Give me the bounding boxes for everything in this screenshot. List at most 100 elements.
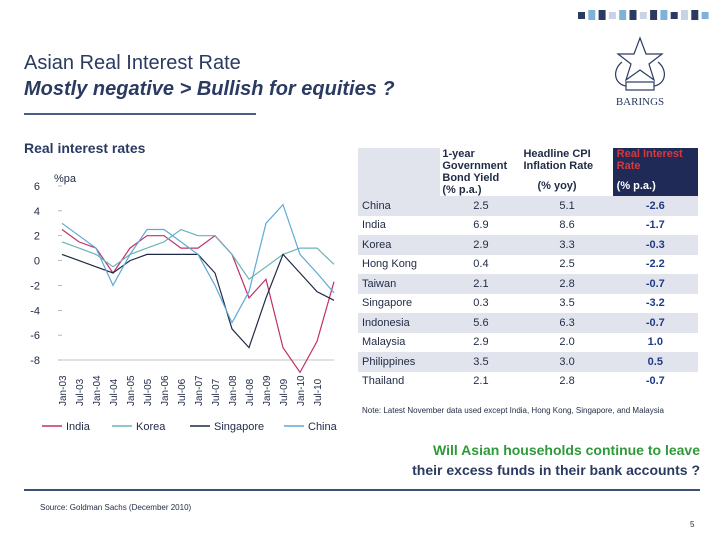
chart-legend: India Korea Singapore China: [42, 421, 338, 433]
bond-yield-cell: 2.1: [440, 274, 522, 294]
y-tick-label: 2: [34, 231, 40, 243]
table-row: Hong Kong 0.4 2.5 -2.2: [358, 255, 698, 275]
table-row: Singapore 0.3 3.5 -3.2: [358, 294, 698, 314]
bond-yield-cell: 6.9: [473, 219, 489, 232]
bond-yield-cell: 2.5: [440, 196, 522, 216]
decorative-square: [670, 12, 678, 19]
series-lines: [61, 203, 335, 374]
x-tick-label: Jan-06: [160, 375, 171, 406]
cpi-cell: 8.6: [559, 219, 575, 232]
decorative-square: [660, 10, 668, 20]
question-line-2: their excess funds in their bank account…: [412, 462, 700, 478]
series-line-singapore: [61, 253, 335, 349]
table-row: Taiwan 2.1 2.8 -0.7: [358, 274, 698, 294]
real-rate-cell: 0.5: [612, 352, 698, 372]
table-row: India 6.9 8.6 -1.7: [358, 216, 698, 236]
y-tick-label: 6: [34, 181, 40, 193]
x-tick-label: Jan-05: [126, 375, 137, 406]
x-tick-label: Jul-09: [279, 378, 290, 406]
x-tick-label: Jul-04: [109, 378, 120, 406]
slide-subtitle: Mostly negative > Bullish for equities ?: [24, 78, 395, 100]
y-tick-label: -2: [30, 280, 40, 292]
source-note: Source: Goldman Sachs (December 2010): [40, 503, 192, 512]
decorative-square: [598, 10, 606, 20]
country-cell: Hong Kong: [362, 258, 418, 271]
decorative-square: [691, 10, 699, 20]
y-tick-label: 4: [34, 206, 40, 218]
table-row: Korea 2.9 3.3 -0.3: [358, 235, 698, 255]
country-cell: China: [358, 196, 441, 216]
real-rate-cell: -0.3: [612, 235, 698, 255]
table-header-bond: 1-year Government Bond Yield (% p.a.): [442, 148, 508, 196]
cpi-cell: 3.0: [521, 352, 613, 372]
bond-yield-cell: 5.6: [440, 313, 522, 333]
y-tick-label: 0: [34, 256, 40, 268]
page-number: 5: [690, 520, 695, 529]
series-line-india: [61, 229, 335, 374]
country-cell: Korea: [358, 235, 441, 255]
x-axis-ticks: Jan-03 Jul-03 Jan-04 Jul-04 Jan-05 Jul-05 Jan-…: [58, 375, 324, 406]
bond-yield-cell: 2.9: [440, 235, 522, 255]
x-tick-label: Jul-07: [211, 378, 222, 406]
cpi-cell: 5.1: [521, 196, 613, 216]
cpi-cell: 2.5: [559, 258, 575, 271]
bond-yield-cell: 2.1: [473, 375, 489, 388]
table-row: China 2.5 5.1 -2.6: [358, 196, 698, 216]
slide-title: Asian Real Interest Rate: [24, 52, 241, 74]
cpi-cell: 2.8: [559, 375, 575, 388]
x-tick-label: Jan-03: [58, 375, 69, 406]
cpi-cell: 3.5: [559, 297, 575, 310]
decorative-square: [588, 10, 596, 20]
country-cell: Philippines: [358, 352, 441, 372]
cpi-cell: 2.8: [521, 274, 613, 294]
real-rate-cell: -0.7: [645, 375, 665, 388]
cpi-cell: 2.0: [559, 336, 575, 349]
decorative-square: [619, 10, 627, 20]
table-header-real-rate: Real Interest Rate (% p.a.): [612, 148, 698, 196]
decorative-square: [650, 10, 658, 20]
legend-label: Singapore: [214, 421, 264, 433]
bond-yield-cell: 2.9: [473, 336, 489, 349]
decorative-square: [681, 10, 688, 20]
table-row: Indonesia 5.6 6.3 -0.7: [358, 313, 698, 333]
decorative-square: [608, 12, 616, 19]
x-tick-label: Jul-10: [313, 378, 324, 406]
y-unit-label: %pa: [54, 173, 77, 185]
logo-text: BARINGS: [616, 96, 664, 108]
bond-yield-cell: 0.3: [473, 297, 489, 310]
table-row: Thailand 2.1 2.8 -0.7: [358, 372, 698, 392]
decorative-square: [701, 12, 709, 19]
real-rate-cell: -0.7: [612, 313, 698, 333]
bond-yield-cell: 0.4: [473, 258, 489, 271]
y-tick-label: -6: [30, 330, 40, 342]
country-cell: India: [362, 219, 386, 232]
table-note: Note: Latest November data used except I…: [362, 406, 664, 415]
cpi-cell: 3.3: [521, 235, 613, 255]
decorative-squares: [578, 10, 709, 20]
legend-label: Korea: [136, 421, 166, 433]
real-rate-cell: -2.2: [645, 258, 665, 271]
barings-logo: BARINGS: [615, 36, 665, 108]
x-tick-label: Jul-06: [177, 378, 188, 406]
real-rate-cell: 1.0: [647, 336, 663, 349]
bond-yield-cell: 3.5: [440, 352, 522, 372]
x-tick-label: Jan-08: [228, 375, 239, 406]
footer-divider: [24, 489, 700, 491]
rates-table: 1-year Government Bond Yield (% p.a.) He…: [358, 148, 698, 391]
question-text: Will Asian households continue to leave …: [300, 440, 700, 480]
legend-label: China: [308, 421, 338, 433]
y-tick-label: -4: [30, 305, 40, 317]
x-tick-label: Jul-05: [143, 378, 154, 406]
real-rates-chart: %pa 6 4 2 0 -2 -4 -6 -8 Jan-03 Jul-03 Jan-04 Jul-0…: [30, 173, 338, 433]
country-cell: Thailand: [362, 375, 405, 388]
decorative-square: [639, 12, 647, 19]
table-header-country: [358, 148, 441, 196]
series-line-china: [61, 203, 335, 325]
table-header-cpi: Headline CPI Inflation Rate (% yoy): [523, 148, 594, 192]
x-tick-label: Jan-10: [296, 375, 307, 406]
country-cell: Malaysia: [362, 336, 406, 349]
decorative-square: [578, 12, 585, 19]
chart-title: Real interest rates: [24, 140, 146, 156]
y-axis-ticks: 6 4 2 0 -2 -4 -6 -8: [30, 181, 40, 367]
real-rate-cell: -1.7: [645, 219, 665, 232]
